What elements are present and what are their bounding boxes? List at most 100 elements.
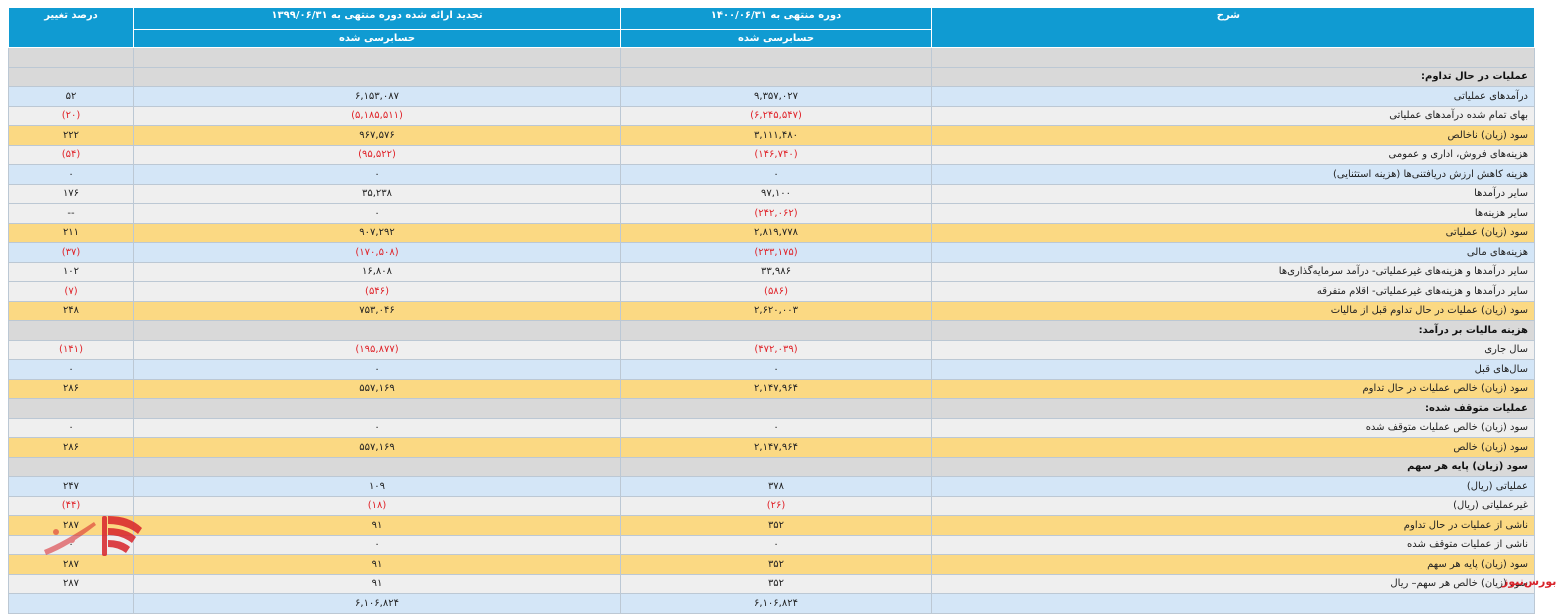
current-value: ۳۵۲	[620, 515, 932, 536]
table-row: سایر درآمدها و هزینه‌های غیرعملیاتی- درآ…	[8, 261, 1535, 282]
table-header: شرح دوره منتهی به ۱۴۰۰/۰۶/۳۱ تجدید ارائه…	[8, 7, 1535, 48]
header-row: شرح دوره منتهی به ۱۴۰۰/۰۶/۳۱ تجدید ارائه…	[8, 7, 1535, 48]
logo-bar	[102, 516, 107, 556]
prior-period-header: تجدید ارائه شده دوره منتهی به ۱۳۹۹/۰۶/۳۱	[133, 7, 621, 30]
table-row: عملیاتی (ریال) ۳۷۸ ۱۰۹ ۲۴۷	[8, 476, 1535, 497]
change-value	[8, 66, 134, 87]
prior-value	[133, 47, 621, 68]
current-value	[620, 66, 932, 87]
prior-value	[133, 320, 621, 341]
section-row: عملیات متوقف شده:	[8, 398, 1535, 419]
change-value: ۲۸۷	[8, 573, 134, 594]
prior-value: ۰	[133, 534, 621, 555]
change-value: ۲۴۷	[8, 476, 134, 497]
table-row: هزینه کاهش ارزش دریافتنی‌ها (هزینه استثن…	[8, 164, 1535, 185]
change-value: ۲۸۷	[8, 554, 134, 575]
prior-audited-label: حسابرسی شده	[133, 29, 621, 48]
table-row: هزینه‌های مالی (۲۳۳,۱۷۵) (۱۷۰,۵۰۸) (۳۷)	[8, 242, 1535, 263]
current-value: ۳۷۸	[620, 476, 932, 497]
row-label: سود (زیان) عملیات در حال تداوم قبل از ما…	[931, 300, 1535, 321]
logo-dot-1	[53, 529, 59, 535]
row-label: سال جاری	[931, 339, 1535, 360]
current-value: ۲,۶۲۰,۰۰۳	[620, 300, 932, 321]
row-label	[931, 47, 1535, 68]
prior-value: (۵۴۶)	[133, 281, 621, 302]
table-row: سال‌های قبل ۰ ۰ ۰	[8, 359, 1535, 380]
table-row: سود (زیان) عملیات در حال تداوم قبل از ما…	[8, 300, 1535, 321]
change-value: ۵۲	[8, 86, 134, 107]
table-row: سال جاری (۴۷۲,۰۳۹) (۱۹۵,۸۷۷) (۱۴۱)	[8, 339, 1535, 360]
section-row: سود (زیان) پایه هر سهم	[8, 456, 1535, 477]
row-label: سود (زیان) خالص عملیات در حال تداوم	[931, 378, 1535, 399]
change-value	[8, 593, 134, 614]
current-audited-label: حسابرسی شده	[620, 29, 932, 48]
section-row	[8, 47, 1535, 68]
row-label: سایر درآمدها	[931, 183, 1535, 204]
prior-value: ۰	[133, 359, 621, 380]
table-row: سایر درآمدها و هزینه‌های غیرعملیاتی- اقل…	[8, 281, 1535, 302]
change-value: ۰	[8, 164, 134, 185]
row-label: سود (زیان) عملیاتی	[931, 222, 1535, 243]
watermark-text: بورس‌نیوز	[1502, 575, 1557, 588]
row-label: سود (زیان) خالص	[931, 437, 1535, 458]
change-value: ۲۱۱	[8, 222, 134, 243]
current-value: (۱۴۶,۷۴۰)	[620, 144, 932, 165]
table-row: سود (زیان) خالص هر سهم– ریال ۳۵۲ ۹۱ ۲۸۷	[8, 573, 1535, 594]
prior-value: (۹۵,۵۲۲)	[133, 144, 621, 165]
current-value: ۰	[620, 359, 932, 380]
table-row: ناشی از عملیات متوقف شده ۰ ۰ ۰	[8, 534, 1535, 555]
table-row: بهای تمام شده درآمدهای عملیاتی (۶,۲۴۵,۵۴۷…	[8, 105, 1535, 126]
prior-value: ۵۵۷,۱۶۹	[133, 378, 621, 399]
change-value: ۱۷۶	[8, 183, 134, 204]
row-label: بهای تمام شده درآمدهای عملیاتی	[931, 105, 1535, 126]
prior-value	[133, 398, 621, 419]
section-row: هزینه مالیات بر درآمد:	[8, 320, 1535, 341]
row-label: غیرعملیاتی (ریال)	[931, 495, 1535, 516]
financial-statement: شرح دوره منتهی به ۱۴۰۰/۰۶/۳۱ تجدید ارائه…	[8, 7, 1535, 614]
change-value: (۱۴۱)	[8, 339, 134, 360]
row-label: سود (زیان) پایه هر سهم	[931, 456, 1535, 477]
prior-value: ۷۵۳,۰۴۶	[133, 300, 621, 321]
current-value: ۳,۱۱۱,۴۸۰	[620, 125, 932, 146]
row-label	[931, 593, 1535, 614]
current-value: ۹۷,۱۰۰	[620, 183, 932, 204]
prior-value: ۰	[133, 203, 621, 224]
change-pct-header: درصد تغییر	[8, 7, 134, 48]
row-label: سود (زیان) پایه هر سهم	[931, 554, 1535, 575]
current-value	[620, 398, 932, 419]
row-label: درآمدهای عملیاتی	[931, 86, 1535, 107]
change-value: ۲۲۲	[8, 125, 134, 146]
change-value: --	[8, 203, 134, 224]
section-row: عملیات در حال تداوم:	[8, 66, 1535, 87]
current-value: (۲۶)	[620, 495, 932, 516]
logo-swash	[44, 522, 96, 555]
table-row: سایر درآمدها ۹۷,۱۰۰ ۳۵,۲۳۸ ۱۷۶	[8, 183, 1535, 204]
table-row: سود (زیان) ناخالص ۳,۱۱۱,۴۸۰ ۹۶۷,۵۷۶ ۲۲۲	[8, 125, 1535, 146]
prior-value: ۹۱	[133, 515, 621, 536]
current-period-header: دوره منتهی به ۱۴۰۰/۰۶/۳۱	[620, 7, 932, 30]
row-label: هزینه مالیات بر درآمد:	[931, 320, 1535, 341]
current-value: ۲,۸۱۹,۷۷۸	[620, 222, 932, 243]
current-value: (۵۸۶)	[620, 281, 932, 302]
current-value	[620, 320, 932, 341]
current-value: ۹,۳۵۷,۰۲۷	[620, 86, 932, 107]
table-row: سود (زیان) خالص عملیات متوقف شده ۰ ۰ ۰	[8, 417, 1535, 438]
table-row: ۶,۱۰۶,۸۲۴ ۶,۱۰۶,۸۲۴	[8, 593, 1535, 614]
logo-arc-3	[108, 540, 130, 553]
boursenews-logo	[44, 516, 142, 556]
current-value: ۰	[620, 164, 932, 185]
table-row: سود (زیان) پایه هر سهم ۳۵۲ ۹۱ ۲۸۷	[8, 554, 1535, 575]
current-value: ۰	[620, 534, 932, 555]
current-value: (۲۳۳,۱۷۵)	[620, 242, 932, 263]
logo-arc-1	[108, 516, 142, 534]
change-value: (۵۴)	[8, 144, 134, 165]
change-value: ۲۸۶	[8, 437, 134, 458]
prior-value	[133, 456, 621, 477]
row-label: عملیات در حال تداوم:	[931, 66, 1535, 87]
change-value: ۰	[8, 417, 134, 438]
current-value: (۴۷۲,۰۳۹)	[620, 339, 932, 360]
table-row: سایر هزینه‌ها (۲۴۲,۰۶۲) ۰ --	[8, 203, 1535, 224]
row-label: سایر درآمدها و هزینه‌های غیرعملیاتی- اقل…	[931, 281, 1535, 302]
change-value: (۳۷)	[8, 242, 134, 263]
table-row: سود (زیان) خالص ۲,۱۴۷,۹۶۴ ۵۵۷,۱۶۹ ۲۸۶	[8, 437, 1535, 458]
